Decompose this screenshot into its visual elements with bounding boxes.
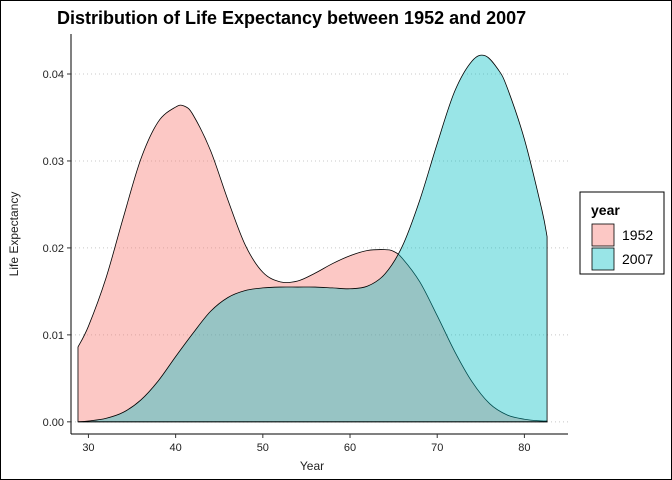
density-areas — [77, 54, 548, 423]
legend-title: year — [591, 202, 620, 218]
y-tick-label: 0.01 — [43, 330, 64, 342]
x-tick-label: 50 — [257, 442, 269, 454]
legend-swatch-1952 — [591, 223, 615, 247]
density-area-1952 — [77, 104, 548, 423]
density-area-2007 — [77, 54, 548, 423]
x-tick-label: 60 — [344, 442, 356, 454]
y-tick-label: 0.00 — [43, 417, 64, 429]
y-axis-ticks: 0.00 0.01 0.02 0.03 0.04 — [43, 69, 71, 429]
x-axis-title: Year — [300, 459, 324, 473]
legend-label-1952: 1952 — [622, 227, 653, 243]
chart-title: Distribution of Life Expectancy between … — [57, 8, 526, 28]
x-axis-ticks: 30 40 50 60 70 80 — [82, 434, 531, 454]
legend-box — [579, 191, 665, 275]
x-tick-label: 30 — [82, 442, 94, 454]
legend-label-2007: 2007 — [622, 251, 653, 267]
y-tick-label: 0.04 — [43, 69, 64, 81]
x-tick-label: 40 — [170, 442, 182, 454]
x-tick-label: 70 — [431, 442, 443, 454]
y-tick-label: 0.03 — [43, 156, 64, 168]
legend: year 1952 2007 — [579, 191, 665, 275]
legend-items: 1952 2007 — [591, 223, 653, 271]
legend-swatch-2007 — [591, 247, 615, 271]
x-tick-label: 80 — [518, 442, 530, 454]
y-axis-title: Life Expectancy — [7, 192, 21, 277]
y-tick-label: 0.02 — [43, 243, 64, 255]
